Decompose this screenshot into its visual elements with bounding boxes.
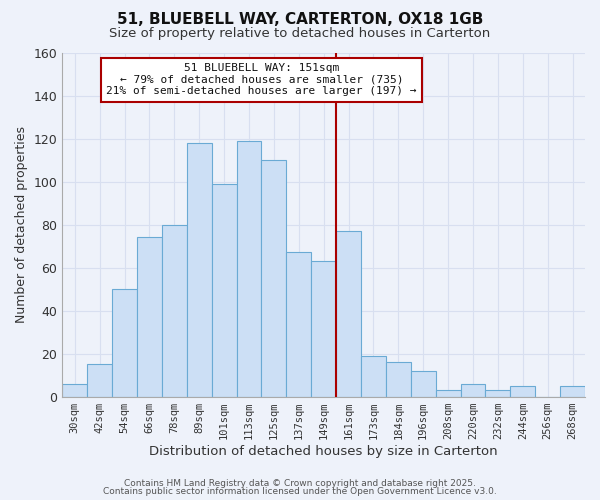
Bar — [262, 160, 286, 396]
Text: Contains public sector information licensed under the Open Government Licence v3: Contains public sector information licen… — [103, 487, 497, 496]
Bar — [212, 184, 236, 396]
Bar — [336, 231, 361, 396]
Bar — [436, 390, 461, 396]
Bar — [87, 364, 112, 396]
Bar — [461, 384, 485, 396]
Bar — [386, 362, 411, 396]
Bar — [485, 390, 511, 396]
X-axis label: Distribution of detached houses by size in Carterton: Distribution of detached houses by size … — [149, 444, 498, 458]
Bar — [137, 238, 162, 396]
Text: Size of property relative to detached houses in Carterton: Size of property relative to detached ho… — [109, 28, 491, 40]
Bar — [286, 252, 311, 396]
Text: Contains HM Land Registry data © Crown copyright and database right 2025.: Contains HM Land Registry data © Crown c… — [124, 478, 476, 488]
Bar — [411, 371, 436, 396]
Bar — [511, 386, 535, 396]
Bar — [162, 224, 187, 396]
Bar — [560, 386, 585, 396]
Bar — [311, 261, 336, 396]
Bar — [236, 140, 262, 396]
Bar — [112, 289, 137, 397]
Text: 51 BLUEBELL WAY: 151sqm
← 79% of detached houses are smaller (735)
21% of semi-d: 51 BLUEBELL WAY: 151sqm ← 79% of detache… — [106, 64, 416, 96]
Text: 51, BLUEBELL WAY, CARTERTON, OX18 1GB: 51, BLUEBELL WAY, CARTERTON, OX18 1GB — [117, 12, 483, 28]
Bar — [62, 384, 87, 396]
Bar — [361, 356, 386, 397]
Y-axis label: Number of detached properties: Number of detached properties — [15, 126, 28, 323]
Bar — [187, 143, 212, 397]
